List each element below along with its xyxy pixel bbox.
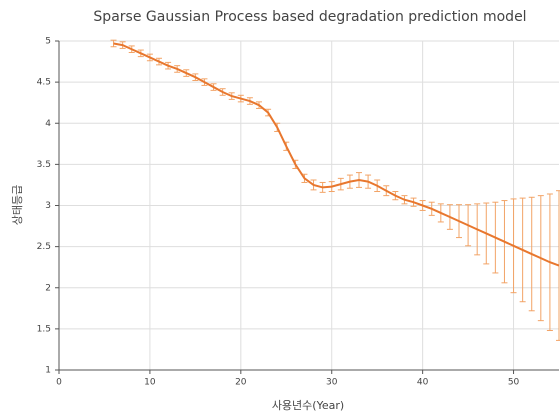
- chart-title: Sparse Gaussian Process based degradatio…: [93, 9, 526, 25]
- y-tick-label: 3.5: [37, 160, 51, 170]
- y-axis-label: 상태등급: [11, 185, 24, 225]
- x-tick-label: 20: [235, 378, 247, 388]
- x-axis-label: 사용년수(Year): [272, 399, 344, 412]
- y-tick-label: 1.5: [37, 324, 51, 334]
- y-tick-label: 3: [45, 201, 51, 211]
- x-tick-label: 40: [417, 378, 429, 388]
- x-tick-label: 30: [326, 378, 338, 388]
- x-tick-label: 0: [56, 378, 62, 388]
- y-tick-label: 2: [45, 283, 51, 293]
- line: [113, 42, 560, 267]
- y-tick-label: 2.5: [37, 242, 51, 252]
- y-tick-label: 5: [45, 37, 51, 47]
- y-tick-label: 1: [45, 366, 51, 376]
- x-tick-label: 10: [144, 378, 156, 388]
- x-tick-label: 50: [508, 378, 520, 388]
- y-tick-label: 4: [45, 119, 51, 129]
- y-tick-label: 4.5: [37, 78, 51, 88]
